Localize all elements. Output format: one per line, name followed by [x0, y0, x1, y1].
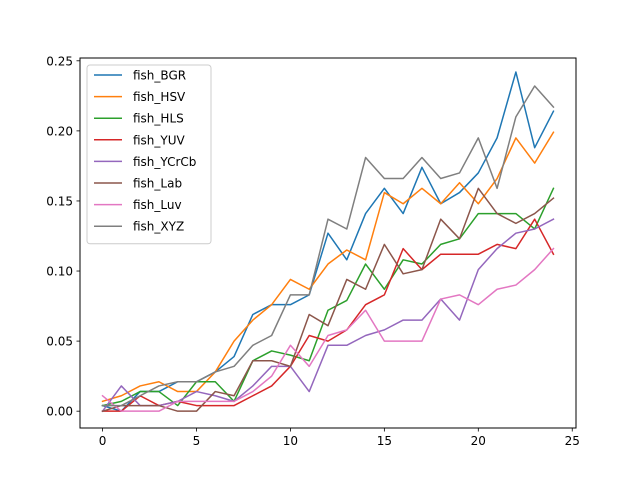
x-tick-label: 10 [283, 434, 298, 448]
x-tick-label: 15 [377, 434, 392, 448]
y-axis: 0.00 0.05 0.10 0.15 0.20 0.25 [46, 54, 80, 419]
x-axis: 0 5 10 15 20 25 [99, 428, 580, 448]
x-tick-label: 25 [565, 434, 580, 448]
legend-label-fish-yuv: fish_YUV [133, 133, 186, 147]
y-tick-label: 0.15 [46, 194, 73, 208]
x-tick-label: 20 [471, 434, 486, 448]
legend-box [86, 64, 212, 245]
legend-label-fish-xyz: fish_XYZ [133, 220, 184, 234]
y-tick-label: 0.20 [46, 124, 73, 138]
series-line-fish-hsv [101, 131, 555, 403]
legend-label-fish-hls: fish_HLS [133, 112, 184, 126]
x-tick-label: 5 [193, 434, 201, 448]
legend-label-fish-lab: fish_Lab [133, 177, 182, 191]
y-tick-label: 0.25 [46, 54, 73, 68]
legend-label-fish-bgr: fish_BGR [133, 69, 186, 83]
legend-label-fish-ycrcb: fish_YCrCb [133, 155, 196, 169]
series-layer [101, 71, 555, 413]
y-tick-label: 0.00 [46, 405, 73, 419]
legend-label-fish-luv: fish_Luv [133, 198, 182, 212]
series-line-fish-xyz [101, 85, 555, 407]
series-line-fish-hls [101, 187, 555, 407]
legend: fish_BGR fish_HSV fish_HLS fish_YUV fish_YCr… [86, 64, 212, 245]
axes-frame [79, 57, 577, 429]
series-line-fish-luv [101, 247, 555, 412]
x-tick-label: 0 [99, 434, 107, 448]
y-tick-label: 0.05 [46, 335, 73, 349]
series-line-fish-lab [101, 187, 555, 413]
y-tick-label: 0.10 [46, 265, 73, 279]
legend-label-fish-hsv: fish_HSV [133, 90, 186, 104]
